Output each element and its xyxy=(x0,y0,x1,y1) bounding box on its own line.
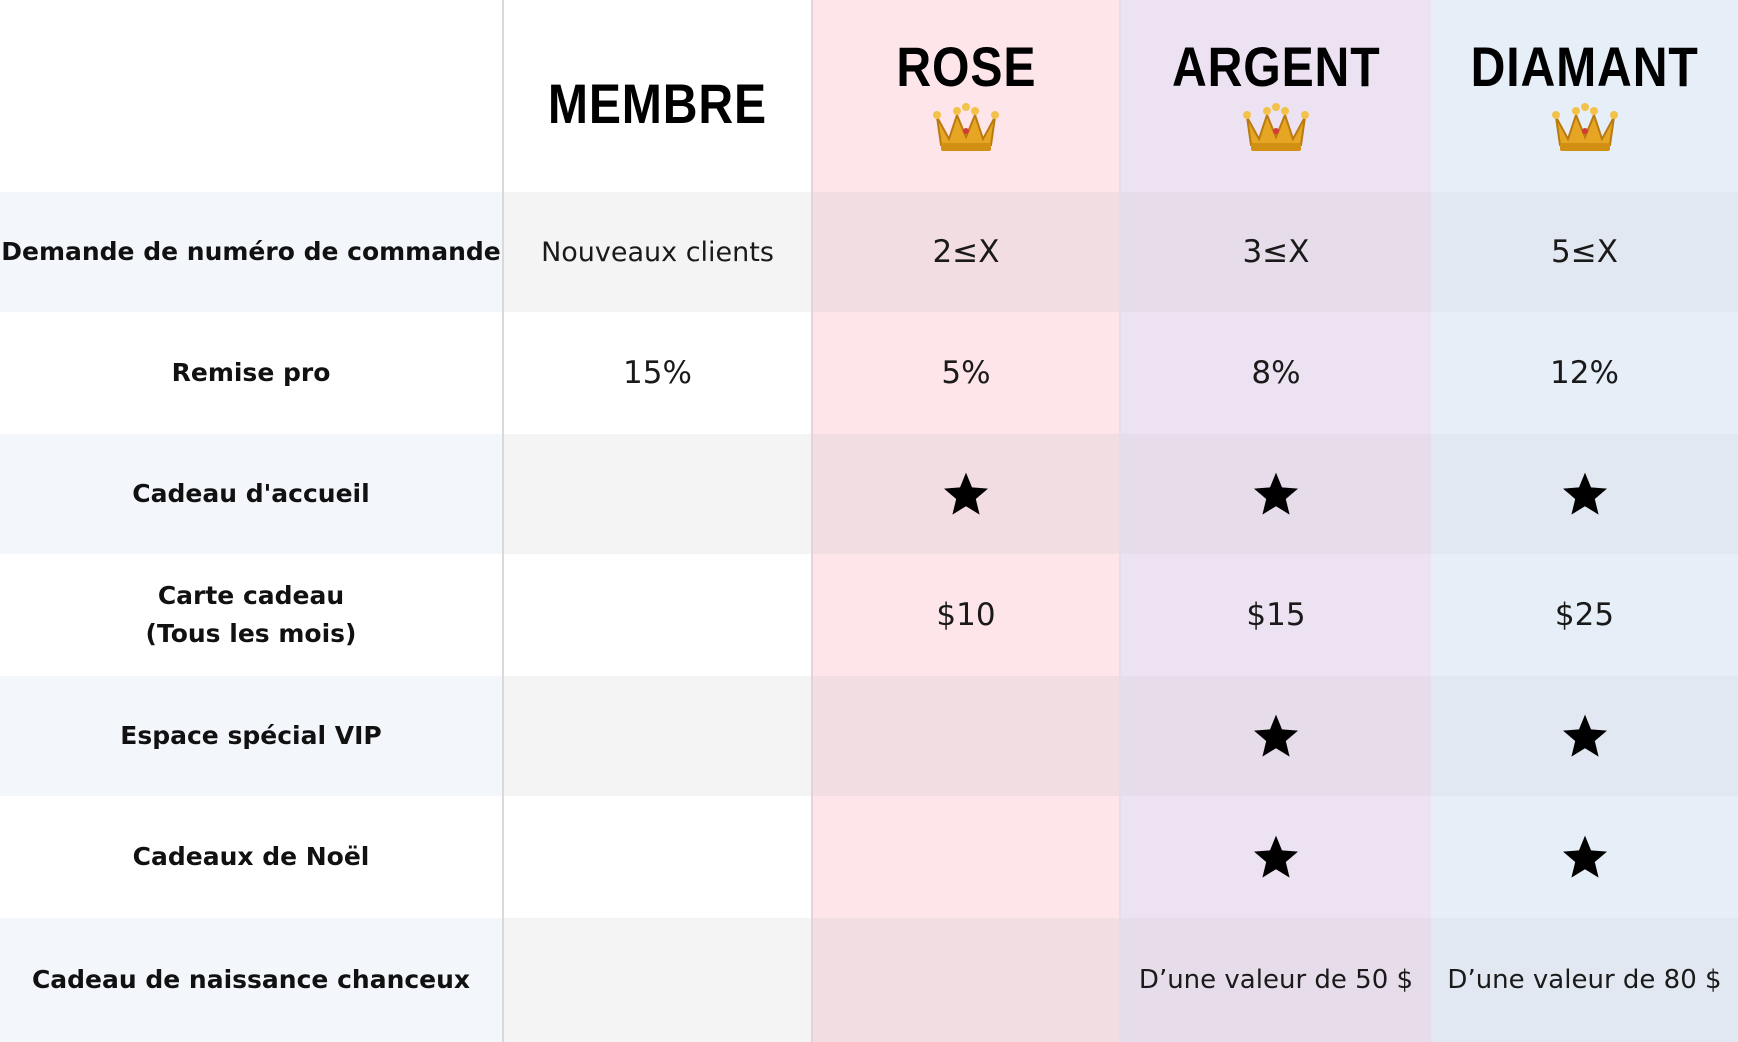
cell-rose xyxy=(811,434,1119,554)
table-row: Cadeau de naissance chanceux D’une valeu… xyxy=(0,918,1738,1042)
cell-argent xyxy=(1119,434,1431,554)
crown-icon xyxy=(933,103,999,151)
row-label: Remise pro xyxy=(0,312,502,434)
cell-membre xyxy=(502,796,811,918)
cell-rose: 5% xyxy=(811,312,1119,434)
header-row: MEMBRE ROSE ARGENT DIAMANT xyxy=(0,0,1738,192)
cell-rose xyxy=(811,796,1119,918)
star-icon xyxy=(944,472,988,515)
cell-rose xyxy=(811,676,1119,796)
star-icon xyxy=(1562,714,1607,757)
table-row: Remise pro 15% 5% 8% 12% xyxy=(0,312,1738,434)
star-icon xyxy=(1562,472,1607,515)
row-label: Demande de numéro de commande xyxy=(0,192,502,312)
row-label: Cadeau d'accueil xyxy=(0,434,502,554)
tier-header-rose: ROSE xyxy=(811,0,1119,192)
cell-diamant xyxy=(1431,676,1738,796)
cell-membre xyxy=(502,554,811,676)
cell-argent: $15 xyxy=(1119,554,1431,676)
row-label: Carte cadeau (Tous les mois) xyxy=(0,554,502,676)
cell-membre xyxy=(502,918,811,1042)
tier-header-diamant: DIAMANT xyxy=(1431,0,1738,192)
cell-argent xyxy=(1119,796,1431,918)
cell-membre xyxy=(502,434,811,554)
tier-header-argent: ARGENT xyxy=(1119,0,1431,192)
cell-diamant: 12% xyxy=(1431,312,1738,434)
star-icon xyxy=(1254,835,1298,878)
tier-name-rose: ROSE xyxy=(896,35,1036,98)
row-label: Cadeau de naissance chanceux xyxy=(0,918,502,1042)
tier-name-diamant: DIAMANT xyxy=(1470,35,1699,98)
cell-rose xyxy=(811,918,1119,1042)
cell-membre xyxy=(502,676,811,796)
table-row: Cadeaux de Noël xyxy=(0,796,1738,918)
table-row: Demande de numéro de commande Nouveaux c… xyxy=(0,192,1738,312)
cell-diamant: $25 xyxy=(1431,554,1738,676)
cell-rose: 2≤X xyxy=(811,192,1119,312)
cell-diamant: 5≤X xyxy=(1431,192,1738,312)
star-icon xyxy=(1254,472,1298,515)
table-row: Carte cadeau (Tous les mois) $10 $15 $25 xyxy=(0,554,1738,676)
star-icon xyxy=(1562,835,1607,878)
cell-diamant xyxy=(1431,796,1738,918)
row-label: Espace spécial VIP xyxy=(0,676,502,796)
crown-icon xyxy=(1243,103,1309,151)
star-icon xyxy=(1254,714,1298,757)
cell-argent xyxy=(1119,676,1431,796)
tier-header-membre: MEMBRE xyxy=(502,0,811,192)
tier-name-membre: MEMBRE xyxy=(547,72,768,135)
cell-argent: 8% xyxy=(1119,312,1431,434)
header-empty-cell xyxy=(0,0,502,192)
cell-membre: Nouveaux clients xyxy=(502,192,811,312)
crown-icon xyxy=(1551,103,1618,151)
cell-argent: 3≤X xyxy=(1119,192,1431,312)
cell-diamant xyxy=(1431,434,1738,554)
cell-diamant: D’une valeur de 80 $ xyxy=(1431,918,1738,1042)
table-row: Cadeau d'accueil xyxy=(0,434,1738,554)
table-row: Espace spécial VIP xyxy=(0,676,1738,796)
row-label: Cadeaux de Noël xyxy=(0,796,502,918)
cell-rose: $10 xyxy=(811,554,1119,676)
cell-argent: D’une valeur de 50 $ xyxy=(1119,918,1431,1042)
tier-name-argent: ARGENT xyxy=(1171,35,1381,98)
cell-membre: 15% xyxy=(502,312,811,434)
